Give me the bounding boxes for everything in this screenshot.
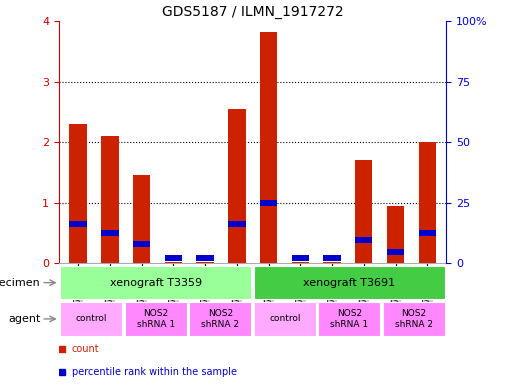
Bar bbox=[387, 249, 404, 255]
Bar bbox=[196, 262, 214, 263]
Bar bbox=[323, 262, 341, 263]
Bar bbox=[61, 266, 251, 299]
Text: NOS2
shRNA 2: NOS2 shRNA 2 bbox=[395, 309, 433, 329]
Text: xenograft T3691: xenograft T3691 bbox=[303, 278, 396, 288]
Bar bbox=[419, 142, 436, 263]
Text: specimen: specimen bbox=[0, 278, 41, 288]
Bar bbox=[133, 241, 150, 247]
Bar bbox=[196, 255, 214, 261]
Bar bbox=[133, 175, 150, 263]
Bar bbox=[319, 302, 381, 336]
Text: xenograft T3359: xenograft T3359 bbox=[110, 278, 202, 288]
Bar bbox=[254, 266, 445, 299]
Bar bbox=[165, 262, 182, 263]
Bar bbox=[189, 302, 251, 336]
Bar bbox=[291, 255, 309, 261]
Text: control: control bbox=[75, 314, 107, 323]
Bar bbox=[260, 200, 277, 205]
Text: count: count bbox=[72, 344, 100, 354]
Bar bbox=[101, 230, 119, 236]
Bar bbox=[323, 255, 341, 261]
Text: NOS2
shRNA 1: NOS2 shRNA 1 bbox=[330, 309, 368, 329]
Bar bbox=[228, 109, 246, 263]
Text: control: control bbox=[269, 314, 301, 323]
Bar bbox=[165, 255, 182, 261]
Title: GDS5187 / ILMN_1917272: GDS5187 / ILMN_1917272 bbox=[162, 5, 344, 19]
Text: agent: agent bbox=[8, 314, 41, 324]
Bar bbox=[355, 160, 372, 263]
Bar bbox=[254, 302, 316, 336]
Bar bbox=[383, 302, 445, 336]
Bar bbox=[69, 124, 87, 263]
Bar bbox=[101, 136, 119, 263]
Bar bbox=[69, 221, 87, 227]
Bar bbox=[125, 302, 187, 336]
Text: percentile rank within the sample: percentile rank within the sample bbox=[72, 367, 237, 377]
Bar bbox=[260, 32, 277, 263]
Text: NOS2
shRNA 1: NOS2 shRNA 1 bbox=[137, 309, 175, 329]
Bar bbox=[419, 230, 436, 236]
Bar bbox=[228, 221, 246, 227]
Bar bbox=[387, 205, 404, 263]
Bar bbox=[355, 237, 372, 243]
Text: NOS2
shRNA 2: NOS2 shRNA 2 bbox=[202, 309, 240, 329]
Bar bbox=[291, 262, 309, 263]
Bar bbox=[61, 302, 122, 336]
